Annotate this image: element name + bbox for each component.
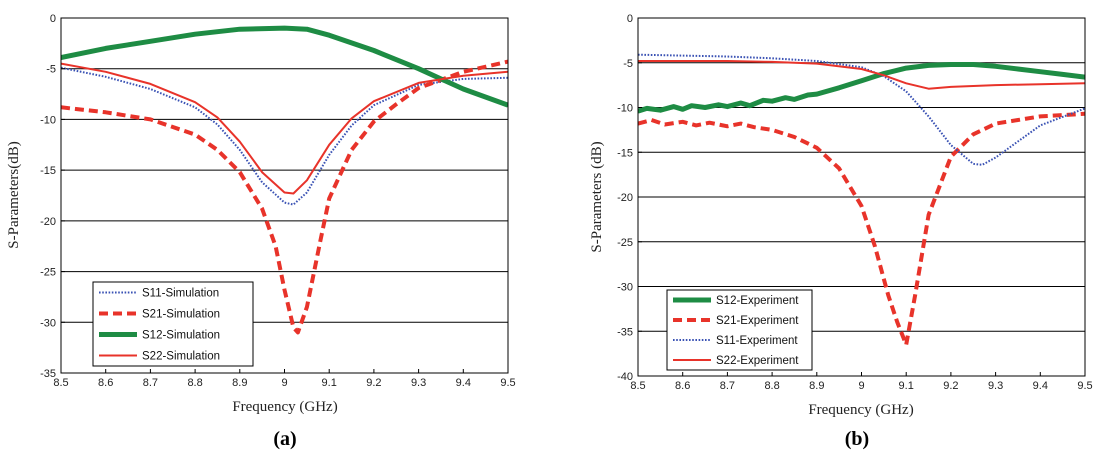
legend-label-a-0: S11-Simulation — [142, 288, 219, 300]
x-tick-label-a-7: 9.2 — [366, 377, 381, 389]
y-tick-label-a-0: 0 — [50, 13, 56, 25]
x-tick-label-b-1: 8.6 — [675, 380, 690, 392]
series-group-b — [638, 53, 1085, 347]
legend-label-b-3: S22-Experiment — [716, 355, 799, 367]
legend-box-a — [92, 281, 254, 367]
y-tick-label-b-5: -25 — [617, 237, 633, 249]
legend-label-a-1: S21-Simulation — [142, 309, 220, 321]
x-tick-label-a-2: 8.7 — [143, 377, 158, 389]
y-tick-label-b-6: -30 — [617, 282, 633, 294]
x-tick-label-a-0: 8.5 — [53, 377, 68, 389]
x-tick-label-a-6: 9.1 — [322, 377, 337, 389]
x-tick-label-b-7: 9.2 — [943, 380, 958, 392]
legend-a: S11-Simulation S21-Simulation S12-Simulati… — [92, 281, 254, 367]
y-tick-label-b-0: 0 — [627, 13, 633, 25]
y-tick-label-a-7: -35 — [40, 368, 56, 380]
y-tick-label-a-2: -10 — [40, 114, 56, 126]
y-tick-label-a-3: -15 — [40, 165, 56, 177]
legend-b: S12-Experiment S21-Experiment S11-Experime… — [666, 289, 813, 371]
legend-label-b-1: S21-Experiment — [716, 315, 799, 327]
series-line-a-3 — [61, 62, 508, 195]
y-tick-label-b-2: -10 — [617, 103, 633, 115]
x-tick-label-b-10: 9.5 — [1077, 380, 1092, 392]
y-axis-label-b: S-Parameters (dB) — [589, 141, 605, 252]
series-line-b-2 — [638, 53, 1085, 166]
series-line-b-3 — [638, 60, 1085, 90]
x-tick-label-b-0: 8.5 — [630, 380, 645, 392]
x-tick-label-a-4: 8.9 — [232, 377, 247, 389]
legend-label-b-2: S11-Experiment — [716, 335, 798, 347]
panel-label-b: (b) — [845, 428, 869, 450]
x-tick-label-a-9: 9.4 — [456, 377, 471, 389]
legend-label-b-0: S12-Experiment — [716, 295, 799, 307]
panel-label-a: (a) — [273, 428, 296, 450]
chart-a: 8.5 8.6 8.7 8.8 8.9 9 9.1 9.2 9.3 9.4 9.5 0 -5 -10 -15… — [6, 13, 516, 415]
x-tick-label-a-5: 9 — [281, 377, 287, 389]
y-axis-label-a: S-Parameters(dB) — [6, 141, 22, 248]
y-tick-label-b-8: -40 — [617, 371, 633, 383]
x-tick-label-a-10: 9.5 — [500, 377, 515, 389]
legend-label-a-3: S22-Simulation — [142, 351, 220, 363]
x-axis-label-b: Frequency (GHz) — [808, 402, 913, 418]
y-tick-label-a-4: -20 — [40, 216, 56, 228]
x-tick-label-b-8: 9.3 — [988, 380, 1003, 392]
y-tick-label-b-1: -5 — [623, 58, 633, 70]
y-tick-label-a-6: -30 — [40, 317, 56, 329]
x-tick-label-b-6: 9.1 — [899, 380, 914, 392]
x-tick-label-a-1: 8.6 — [98, 377, 113, 389]
chart-b: 8.5 8.6 8.7 8.8 8.9 9 9.1 9.2 9.3 9.4 9.5 0 -5 -10 -15… — [589, 13, 1093, 418]
series-line-b-0 — [638, 62, 1085, 114]
series-line-a-2 — [61, 25, 508, 108]
series-group-a — [61, 25, 508, 335]
x-tick-label-a-3: 8.8 — [187, 377, 202, 389]
x-tick-label-b-2: 8.7 — [720, 380, 735, 392]
y-tick-label-b-7: -35 — [617, 326, 633, 338]
x-tick-label-b-5: 9 — [858, 380, 864, 392]
legend-label-a-2: S12-Simulation — [142, 330, 220, 342]
series-line-a-1 — [61, 59, 508, 335]
series-line-b-1 — [638, 111, 1085, 347]
legend-box-b — [666, 289, 813, 371]
x-tick-label-b-3: 8.8 — [764, 380, 779, 392]
y-tick-label-a-1: -5 — [46, 64, 56, 76]
x-tick-label-b-4: 8.9 — [809, 380, 824, 392]
y-tick-label-b-4: -20 — [617, 192, 633, 204]
y-tick-label-a-5: -25 — [40, 267, 56, 279]
x-tick-label-b-9: 9.4 — [1033, 380, 1048, 392]
y-tick-label-b-3: -15 — [617, 147, 633, 159]
series-line-a-0 — [61, 66, 508, 206]
x-axis-label-a: Frequency (GHz) — [232, 399, 337, 415]
x-tick-label-a-8: 9.3 — [411, 377, 426, 389]
